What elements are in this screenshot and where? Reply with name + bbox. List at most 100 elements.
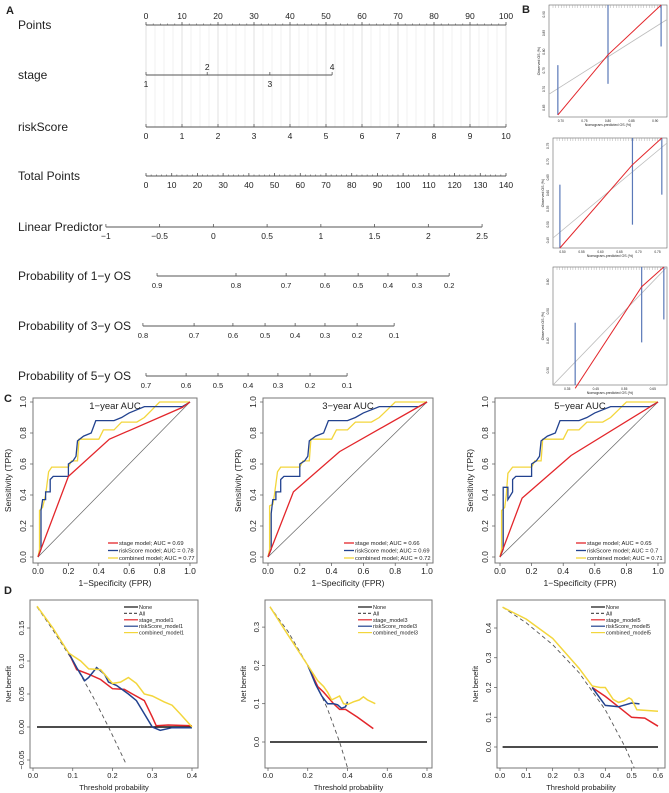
tick-label: 0.45	[546, 237, 550, 243]
tick-label: 0.6	[228, 331, 238, 340]
tick-label: 0	[211, 231, 216, 241]
calibration-line	[574, 266, 665, 389]
y-axis-label: Observed OS (%)	[537, 47, 541, 75]
axis-label: Probability of 1−y OS	[18, 269, 131, 283]
y-axis-label: Net benefit	[4, 665, 13, 702]
x-tick-label: 0.5	[626, 771, 636, 780]
y-tick-label: 0.1	[484, 712, 493, 722]
x-tick-label: 0.2	[526, 566, 538, 576]
legend-item-riskScore: riskScore model; AUC = 0.7	[576, 549, 658, 555]
tick-label: 0.6	[181, 381, 191, 390]
tick-label: 0.4	[290, 331, 300, 340]
legend-label: combined_model1	[139, 631, 184, 637]
legend-label: riskScore_model5	[606, 624, 650, 630]
plot-frame	[32, 397, 198, 564]
x-tick-label: 0.8	[389, 566, 401, 576]
tick-label: 0.65	[650, 387, 656, 391]
roc-curve-riskScore	[267, 401, 428, 558]
x-tick-label: 0.3	[147, 771, 157, 780]
tick-label: 4	[288, 131, 293, 141]
y-tick-label: 0.4	[18, 489, 28, 501]
tick-label: 0.1	[389, 331, 399, 340]
tick-label: 0.3	[273, 381, 283, 390]
tick-label: 0.90	[542, 11, 546, 17]
tick-label: 0.5	[260, 331, 270, 340]
x-tick-label: 1.0	[421, 566, 433, 576]
tick-label: 0.2	[444, 281, 454, 290]
reference-diagonal	[267, 401, 428, 558]
tick-label: 0.6	[320, 281, 330, 290]
tick-label: 0.5	[213, 381, 223, 390]
y-tick-label: 0.3	[484, 653, 493, 663]
tick-label: 0.70	[546, 158, 550, 164]
tick-label: 0.60	[546, 278, 550, 284]
tick-label: 6	[360, 131, 365, 141]
y-tick-label: 0.6	[480, 458, 490, 470]
tick-label: 0.7	[141, 381, 151, 390]
x-axis-label: 1−Specificity (FPR)	[544, 578, 617, 588]
x-axis-label: Nomogram-predicted OS (%)	[587, 391, 634, 395]
curves	[269, 606, 427, 768]
legend-item-all: All	[358, 611, 379, 617]
y-axis-label: Observed OS (%)	[541, 179, 545, 207]
legend-label: riskScore model; AUC = 0.7	[587, 549, 658, 555]
tick-label: 0.55	[578, 250, 584, 254]
legend-label: stage_model1	[139, 618, 174, 624]
x-tick-label: 0.0	[262, 566, 274, 576]
x-tick-label: 0.6	[123, 566, 135, 576]
y-tick-label: 0.2	[18, 520, 28, 532]
tick-label: 0	[144, 131, 149, 141]
tick-label: 2.5	[476, 231, 488, 241]
legend-item-combined: combined model; AUC = 0.77	[108, 556, 195, 562]
legend-item-stage: stage model; AUC = 0.66	[344, 541, 420, 547]
curve-combined	[269, 606, 376, 706]
legend-item-riskScore: riskScore_model5	[591, 624, 650, 630]
tick-label: 3	[267, 79, 272, 89]
tick-label: 0.75	[581, 119, 587, 123]
legend-label: None	[606, 605, 619, 611]
tick-label: 0	[144, 180, 149, 190]
decision-curve-plot-2: 0.0 0.2 0.4 0.6 0.8 0.0 0.1 0.2 0.3 Threshold pro…	[239, 599, 433, 792]
tick-label: 0.65	[542, 104, 546, 110]
calibration-plot-2: 0.50 0.55 0.60 0.65 0.70 0.75 0.45 0.50 0.55 0.60…	[541, 137, 668, 258]
tick-label: 30	[249, 11, 259, 21]
y-tick-label: 0.4	[484, 623, 493, 633]
decision-curve-plot-3: 0.0 0.1 0.2 0.3 0.4 0.5 0.6 0.0 0.1 0.2 0.3 0.4 Thre…	[471, 599, 666, 792]
y-tick-label: 0.6	[18, 458, 28, 470]
x-tick-label: 0.6	[589, 566, 601, 576]
tick-label: 70	[393, 11, 403, 21]
legend-label: combined model; AUC = 0.77	[119, 556, 195, 562]
tick-label: 0.90	[652, 119, 658, 123]
y-tick-label: 1.0	[248, 396, 258, 408]
legend-item-combined: combined_model1	[124, 631, 184, 637]
roc-curve-stage	[499, 401, 659, 558]
x-tick-label: 0.4	[342, 771, 352, 780]
plot-title: 5−year AUC	[554, 401, 606, 412]
tick-label: 0.4	[243, 381, 253, 390]
roc-curve-stage	[37, 401, 191, 558]
reference-diagonal	[499, 401, 659, 558]
tick-label: 1.5	[369, 231, 381, 241]
plot-frame	[496, 599, 666, 769]
y-tick-label: −0.05	[17, 751, 26, 770]
tick-label: 0.60	[597, 250, 603, 254]
curves	[36, 605, 193, 765]
x-tick-label: 1.0	[184, 566, 196, 576]
legend-item-all: All	[591, 611, 612, 617]
y-tick-label: 0.8	[248, 427, 258, 439]
x-axis-label: 1−Specificity (FPR)	[312, 578, 385, 588]
calibration-plot-1: 0.70 0.75 0.80 0.85 0.90 0.65 0.70 0.75 0.80 0.85…	[537, 4, 668, 127]
tick-label: 0.70	[542, 86, 546, 92]
axis-label: Linear Predictor	[18, 220, 103, 234]
tick-label: 0.85	[628, 119, 634, 123]
tick-label: 90	[465, 11, 475, 21]
axis-label: Probability of 3−y OS	[18, 319, 131, 333]
axis-label: stage	[18, 68, 48, 82]
tick-label: 20	[213, 11, 223, 21]
legend-item-combined: combined model; AUC = 0.72	[344, 556, 431, 562]
roc-plot-2: 0.0 0.0 0.2 0.2 0.4 0.4 0.6 0.6 0.8 0.8 1.0 1.0 3−ye…	[233, 396, 434, 588]
legend-item-none: None	[124, 605, 152, 611]
y-tick-label: 0.4	[248, 489, 258, 501]
tick-label: 0.3	[412, 281, 422, 290]
